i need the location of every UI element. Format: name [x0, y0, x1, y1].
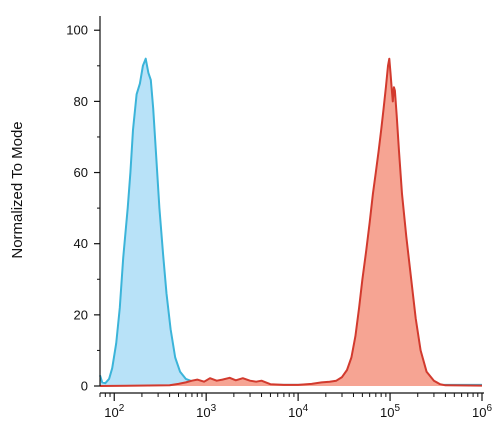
- x-tick-label: 102: [104, 403, 124, 420]
- series-1-area: [100, 58, 482, 386]
- y-tick-label: 20: [74, 307, 88, 322]
- x-tick-label: 104: [288, 403, 308, 420]
- y-tick-label: 60: [74, 165, 88, 180]
- series-2-area: [100, 58, 482, 386]
- y-tick-label: 40: [74, 236, 88, 251]
- series-2-line: [99, 57, 483, 387]
- y-tick-label: 0: [81, 379, 88, 394]
- y-axis-label: Normalized To Mode: [9, 121, 26, 258]
- y-tick-label: 100: [66, 23, 88, 38]
- x-axis-ticks: 102 103 104 105 106: [99, 393, 492, 420]
- x-tick-label: 105: [380, 403, 400, 420]
- y-axis-ticks: 0 20 40 60 80 100: [66, 23, 100, 394]
- x-tick-label: 103: [196, 403, 216, 420]
- axes: [99, 16, 484, 394]
- plot-area: [99, 57, 483, 387]
- y-tick-label: 80: [74, 94, 88, 109]
- x-tick-label: 106: [472, 403, 492, 420]
